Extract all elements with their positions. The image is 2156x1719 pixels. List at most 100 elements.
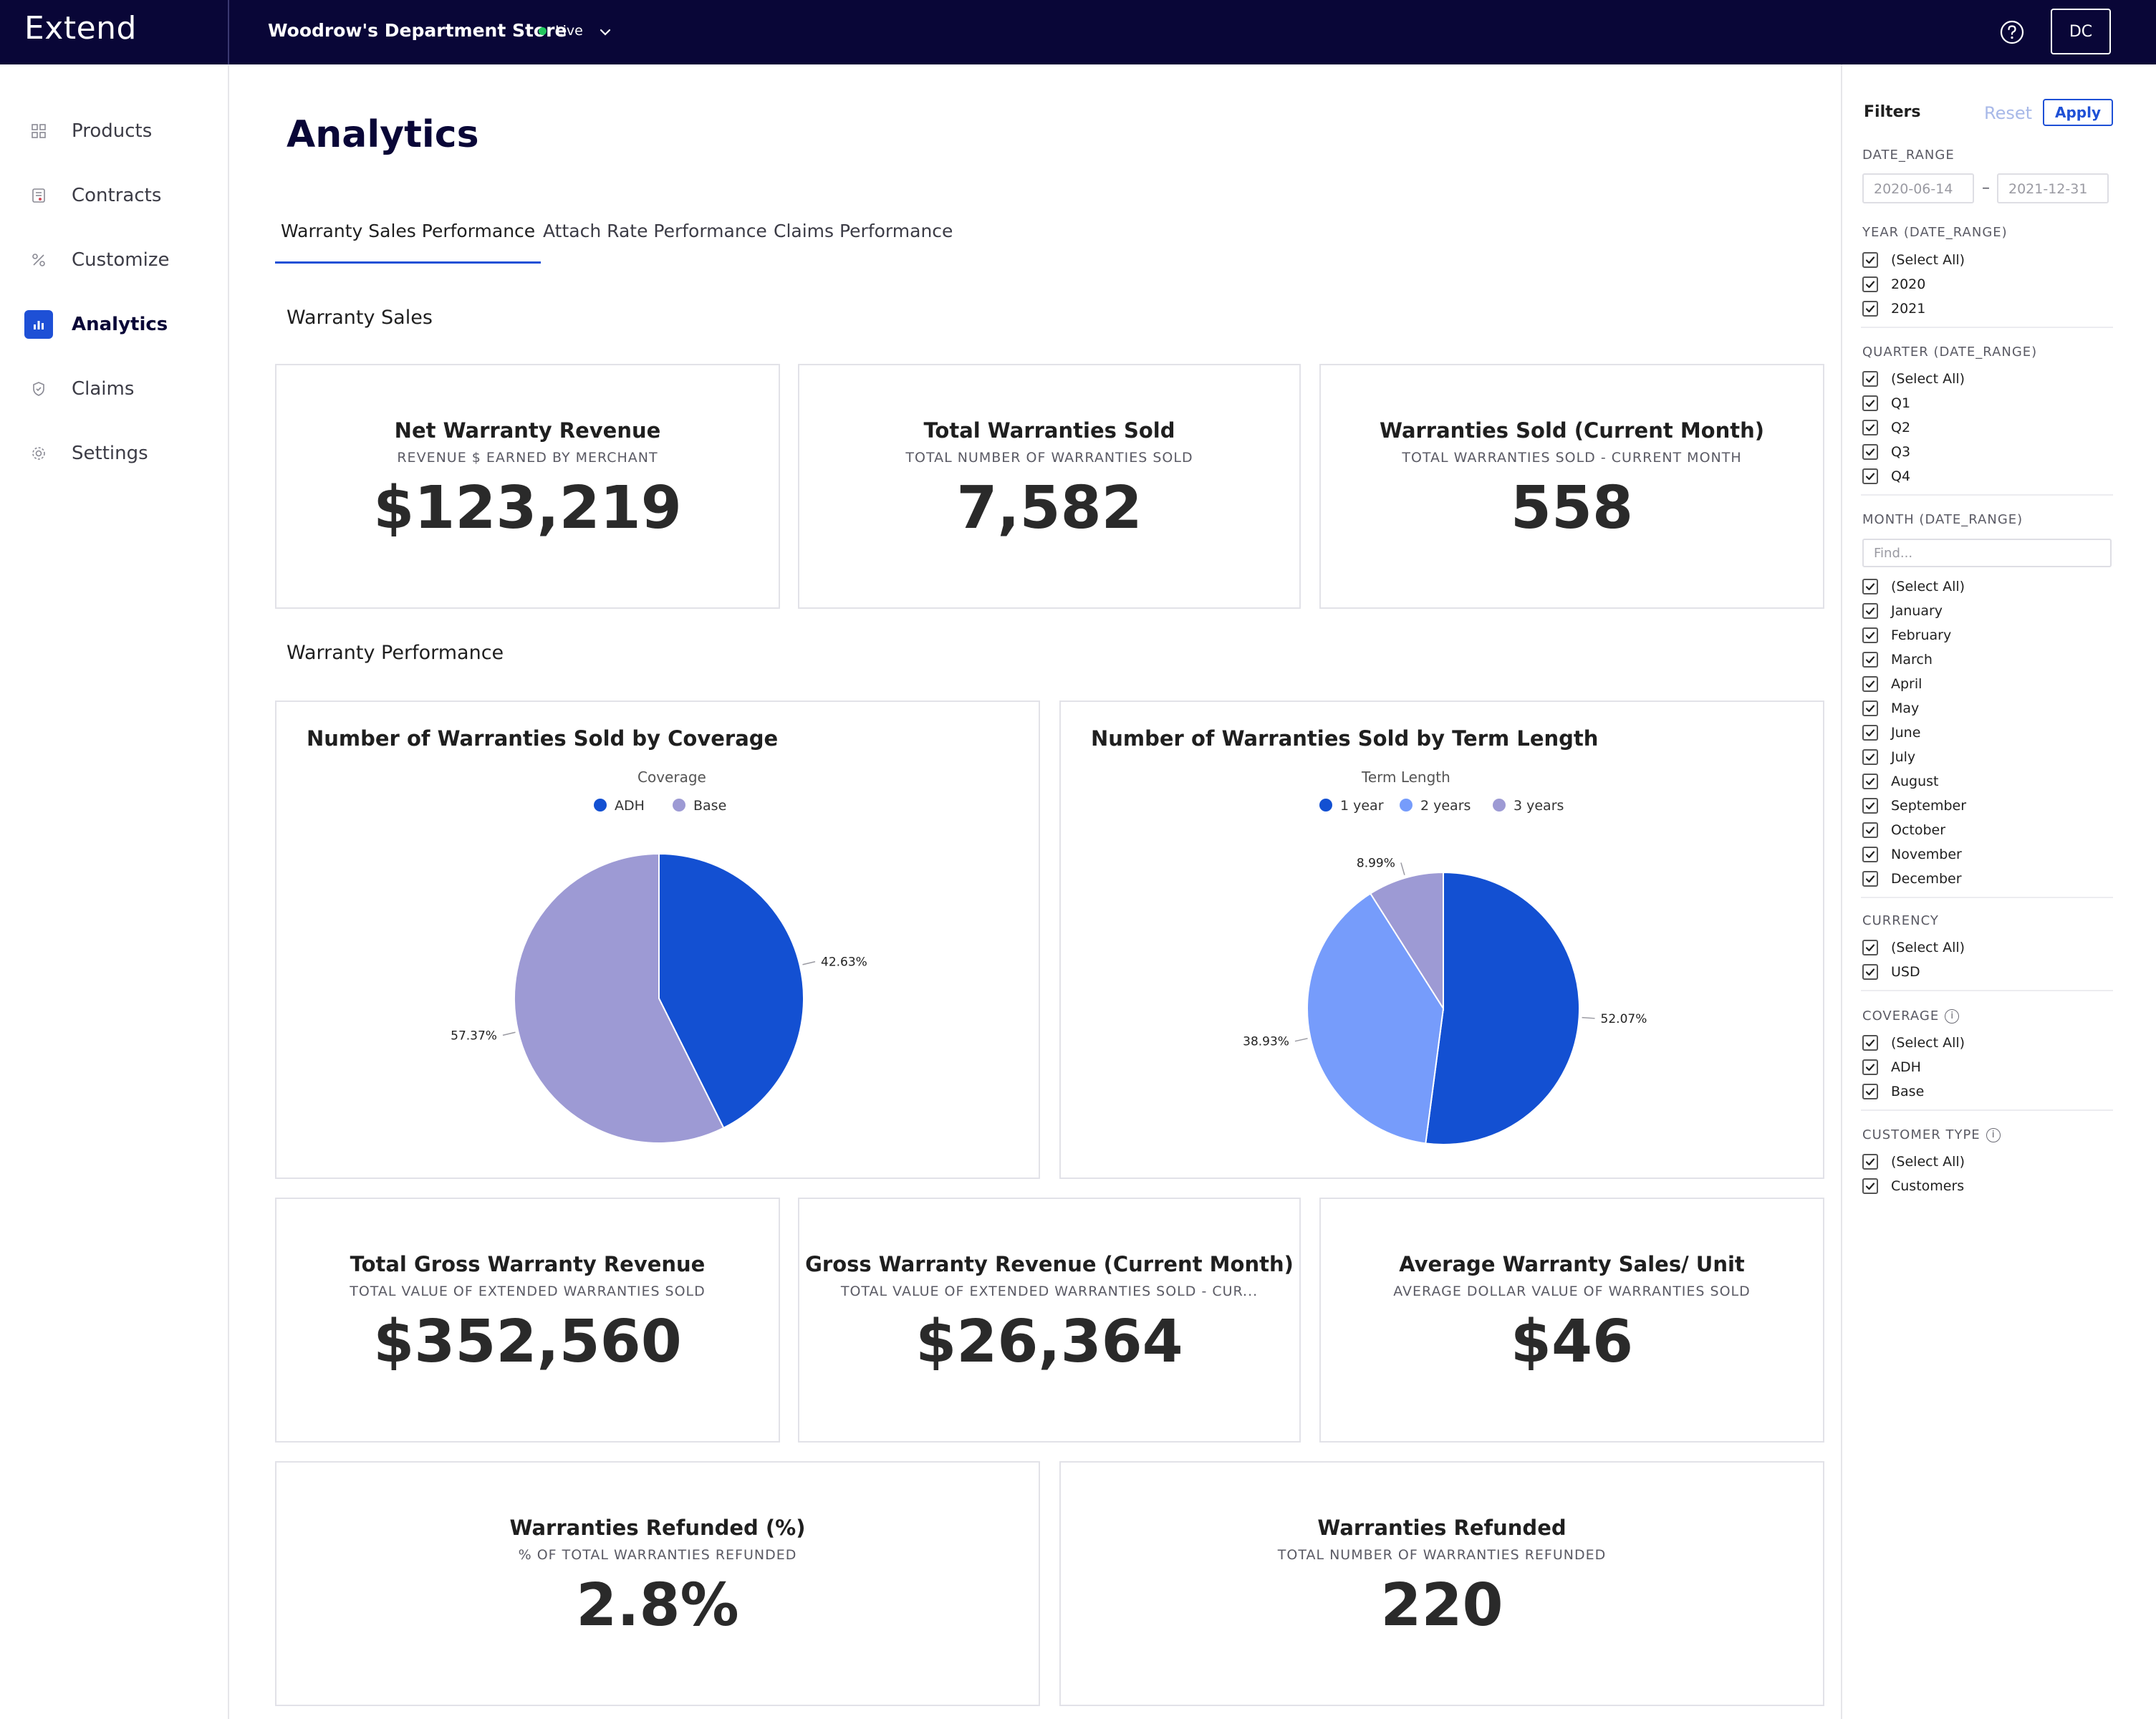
filter-checkbox[interactable]: Customers [1862,1177,1964,1195]
checkmark-icon[interactable] [1862,468,1878,484]
sidebar-item-claims[interactable]: Claims [0,367,228,410]
checkmark-icon[interactable] [1862,252,1878,268]
store-name[interactable]: Woodrow's Department Store [268,20,567,41]
help-icon[interactable] [2000,20,2024,44]
sidebar-item-settings[interactable]: Settings [0,432,228,475]
chart-title: Number of Warranties Sold by Coverage [307,726,779,751]
filter-checkbox[interactable]: October [1862,821,1945,839]
checkmark-icon[interactable] [1862,1035,1878,1051]
legend-label[interactable]: 3 years [1513,798,1564,814]
sidebar-item-products[interactable]: Products [0,110,228,153]
filter-checkbox[interactable]: July [1862,748,1915,766]
checkmark-icon[interactable] [1862,847,1878,862]
checkmark-icon[interactable] [1862,749,1878,765]
filter-checkbox[interactable]: (Select All) [1862,938,1965,957]
kpi-value: $46 [1510,1308,1634,1376]
live-status: Live [539,23,583,39]
apply-button[interactable]: Apply [2043,99,2113,126]
checkmark-icon[interactable] [1862,652,1878,668]
info-icon[interactable]: i [1945,1009,1960,1024]
kpi-value: 7,582 [956,474,1142,542]
legend-label[interactable]: 2 years [1420,798,1471,814]
checkmark-icon[interactable] [1862,940,1878,955]
checkmark-icon[interactable] [1862,444,1878,460]
month-find-input[interactable]: Find... [1862,539,2112,567]
checkmark-icon[interactable] [1862,371,1878,387]
pie-slice-1-year[interactable] [1425,871,1580,1145]
checkmark-icon[interactable] [1862,871,1878,887]
filter-checkbox[interactable]: Q1 [1862,394,1910,413]
live-dot-icon [539,27,547,35]
filter-checkbox[interactable]: (Select All) [1862,1152,1965,1171]
sidebar-item-customize[interactable]: Customize [0,239,228,281]
filter-checkbox[interactable]: (Select All) [1862,251,1965,269]
filter-checkbox[interactable]: April [1862,675,1922,693]
filter-checkbox[interactable]: February [1862,626,1951,645]
filter-checkbox[interactable]: Q4 [1862,467,1910,486]
checkmark-icon[interactable] [1862,395,1878,411]
checkmark-icon[interactable] [1862,822,1878,838]
sidebar: Products Contracts Customize Analytics C… [0,64,229,1719]
checkmark-icon[interactable] [1862,676,1878,692]
filter-checkbox[interactable]: June [1862,723,1920,742]
filter-checkbox[interactable]: USD [1862,963,1920,981]
checkmark-icon[interactable] [1862,700,1878,716]
filter-checkbox[interactable]: (Select All) [1862,370,1965,388]
filter-divider [1861,327,2113,328]
checkmark-icon[interactable] [1862,420,1878,435]
filter-checkbox[interactable]: May [1862,699,1919,718]
checkmark-icon[interactable] [1862,301,1878,317]
checkmark-icon[interactable] [1862,725,1878,741]
checkmark-icon[interactable] [1862,798,1878,814]
filter-checkbox[interactable]: January [1862,602,1943,620]
checkmark-icon[interactable] [1862,627,1878,643]
checkmark-icon[interactable] [1862,603,1878,619]
filter-checkbox[interactable]: (Select All) [1862,1034,1965,1052]
slice-data-label: 57.37% [451,1029,497,1043]
tab-claims-performance[interactable]: Claims Performance [774,221,953,241]
checkmark-icon[interactable] [1862,1154,1878,1170]
legend-label[interactable]: Base [693,798,726,814]
kpi-subtitle: TOTAL NUMBER OF WARRANTIES REFUNDED [1277,1547,1607,1563]
kpi-value: 220 [1380,1571,1503,1639]
filter-checkbox[interactable]: December [1862,870,1962,888]
user-avatar-button[interactable]: DC [2051,9,2111,54]
filter-checkbox[interactable]: March [1862,650,1933,669]
checkmark-icon[interactable] [1862,964,1878,980]
tab-warranty-sales-performance[interactable]: Warranty Sales Performance [275,212,542,264]
checkmark-icon[interactable] [1862,579,1878,594]
date-range-start-input[interactable]: 2020-06-14 [1862,173,1974,203]
pie-slice-3-years[interactable] [1369,871,1444,1011]
filter-checkbox[interactable]: (Select All) [1862,577,1965,596]
checkmark-icon[interactable] [1862,1059,1878,1075]
checkmark-icon[interactable] [1862,276,1878,292]
reset-button[interactable]: Reset [1984,103,2033,123]
filter-heading-month: MONTH (DATE_RANGE) [1862,512,2023,527]
chevron-down-icon[interactable] [597,24,613,40]
legend-label[interactable]: 1 year [1340,798,1384,814]
pie-slice-adh[interactable] [658,852,804,1130]
filter-checkbox[interactable]: Base [1862,1082,1924,1101]
date-range-end-input[interactable]: 2021-12-31 [1997,173,2109,203]
filter-checkbox[interactable]: Q2 [1862,418,1910,437]
filter-checkbox[interactable]: November [1862,845,1962,864]
filter-checkbox[interactable]: August [1862,772,1939,791]
filter-checkbox[interactable]: 2020 [1862,275,1925,294]
info-icon[interactable]: i [1986,1128,2001,1142]
sidebar-item-label: Products [72,120,153,142]
filter-heading-label: CUSTOMER TYPE [1862,1127,1981,1142]
tab-attach-rate-performance[interactable]: Attach Rate Performance [543,221,767,241]
filter-checkbox[interactable]: September [1862,796,1966,815]
checkmark-icon[interactable] [1862,1084,1878,1099]
filter-checkbox-label: USD [1891,964,1920,980]
sidebar-item-contracts[interactable]: Contracts [0,174,228,217]
brand-logo[interactable]: Extend [24,10,137,47]
checkmark-icon[interactable] [1862,1178,1878,1194]
pie-slice-base[interactable] [513,852,725,1144]
legend-label[interactable]: ADH [615,798,645,814]
filter-checkbox[interactable]: ADH [1862,1058,1921,1077]
checkmark-icon[interactable] [1862,774,1878,789]
filter-checkbox[interactable]: Q3 [1862,443,1910,461]
sidebar-item-analytics[interactable]: Analytics [0,303,228,346]
filter-checkbox[interactable]: 2021 [1862,299,1925,318]
